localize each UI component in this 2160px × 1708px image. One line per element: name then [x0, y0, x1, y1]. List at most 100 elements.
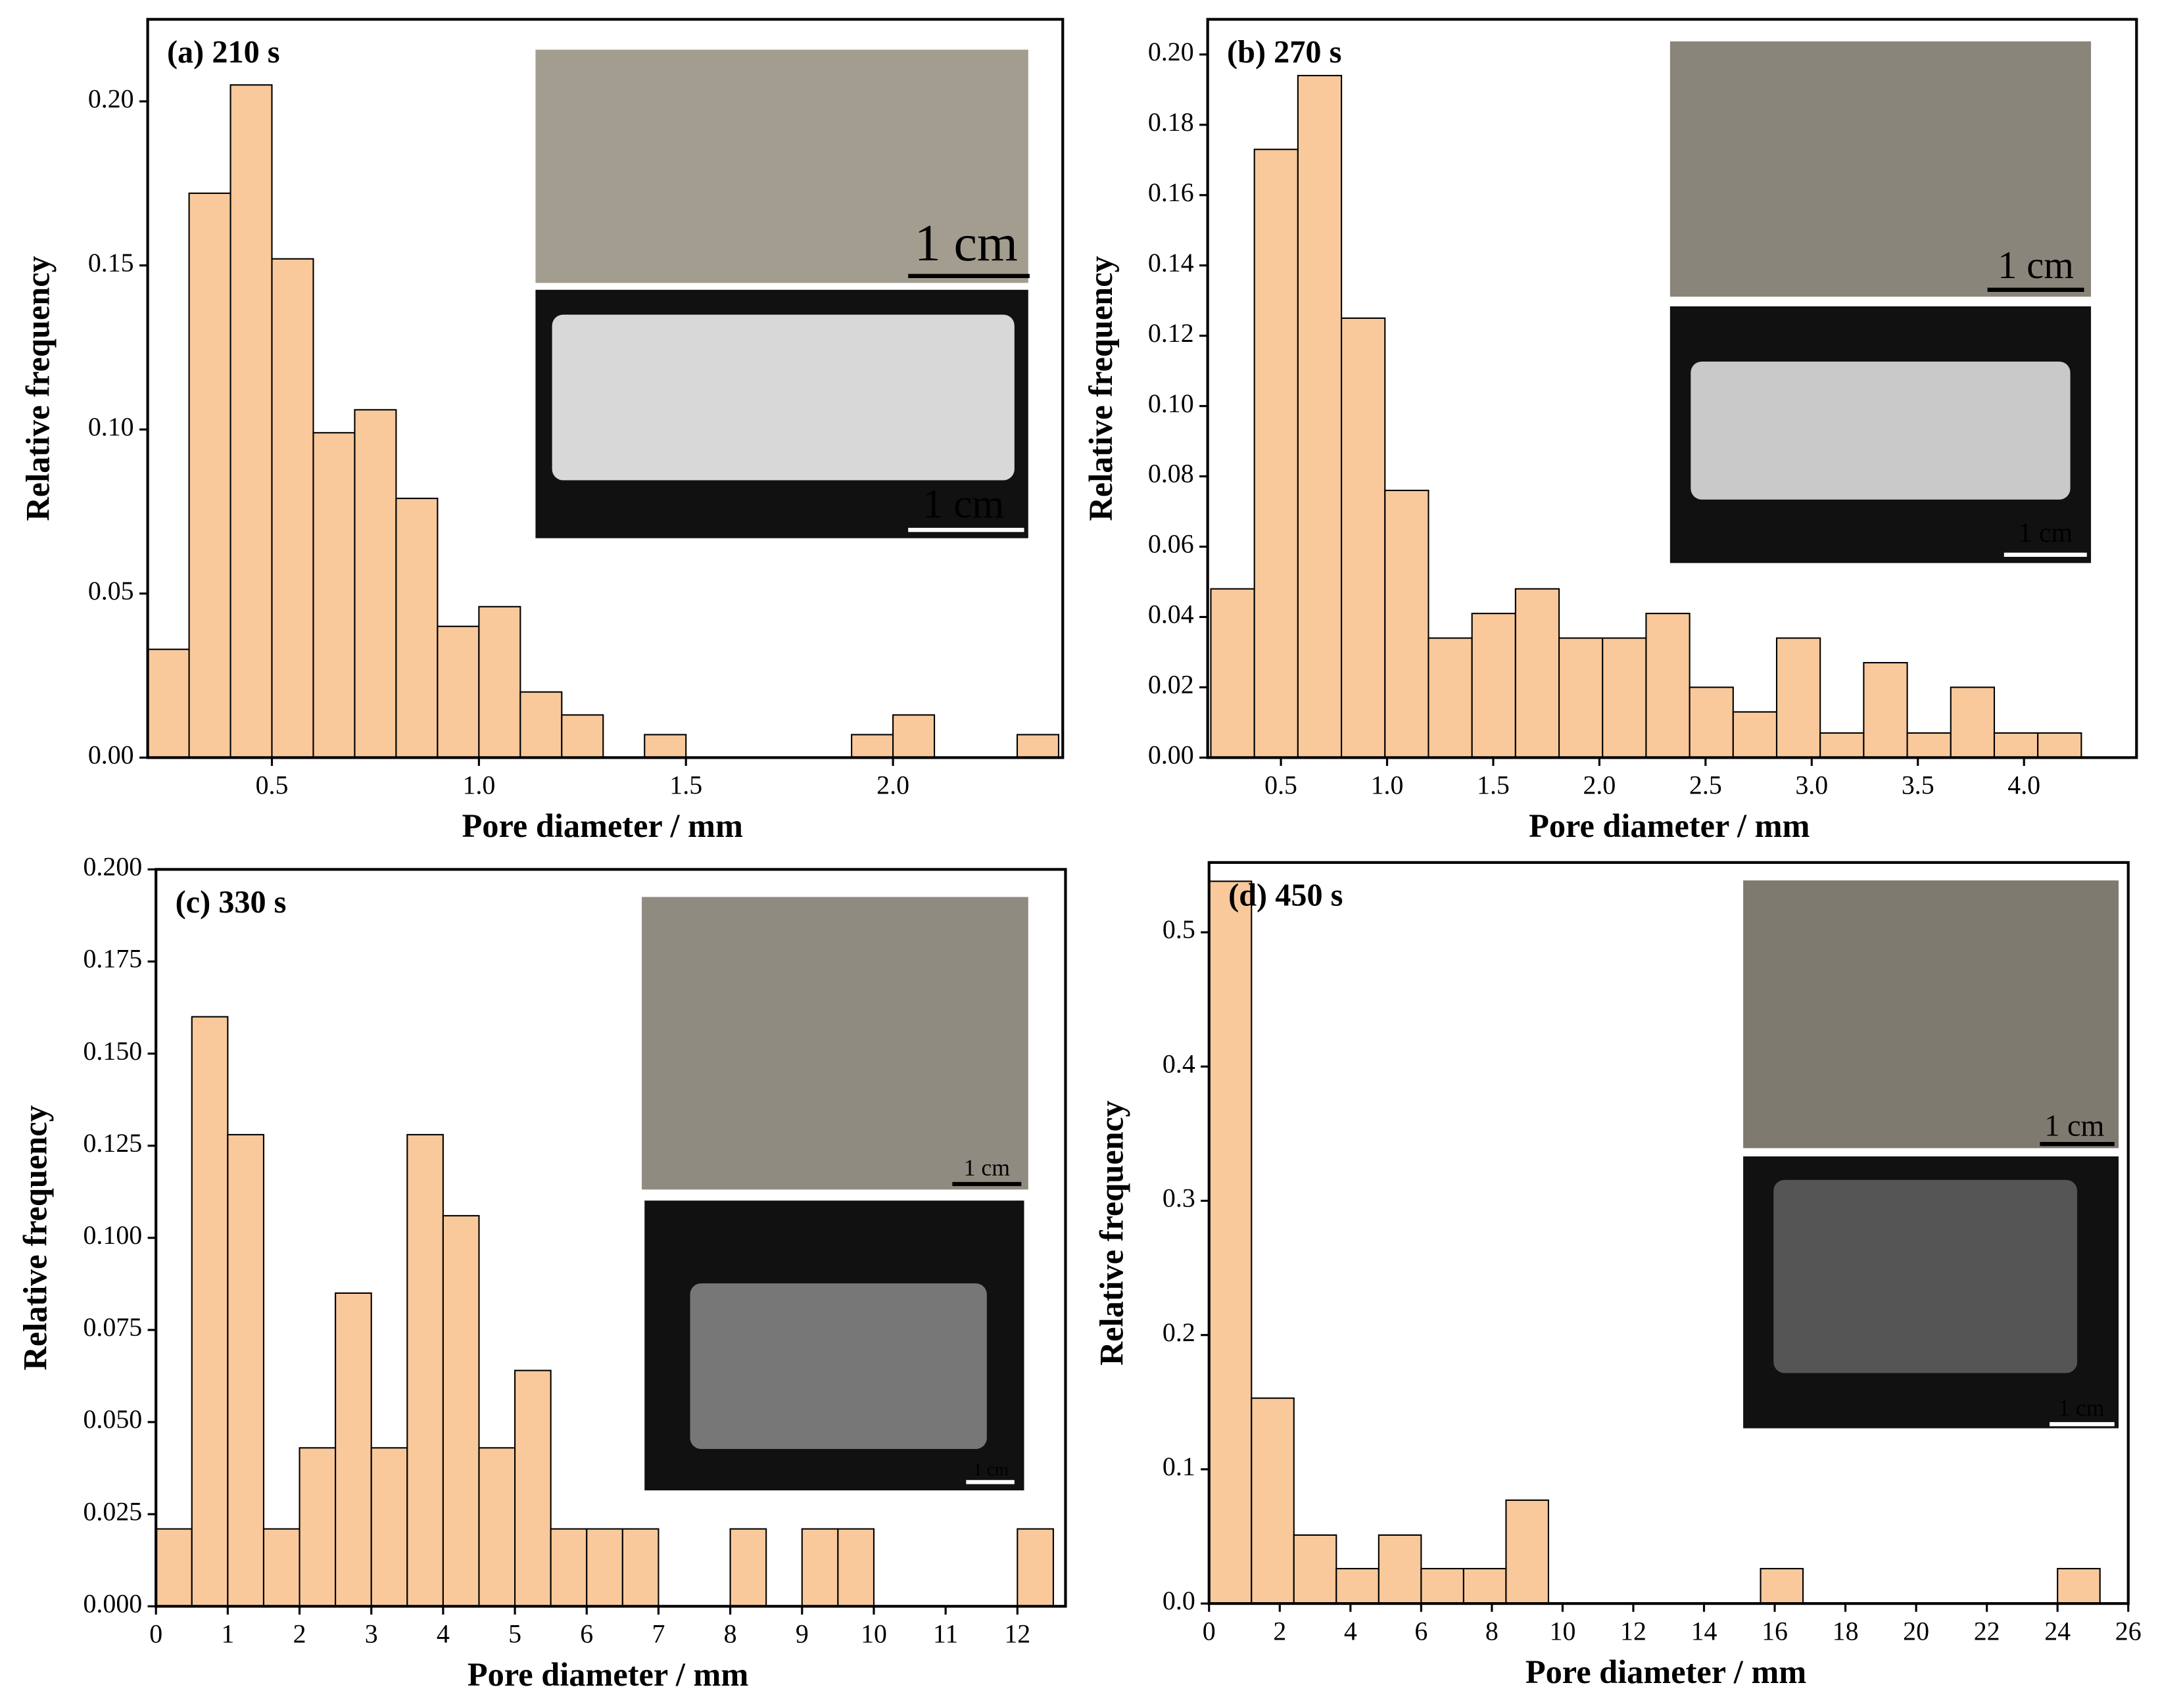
- bar: [1775, 637, 1821, 759]
- bar: [1505, 1499, 1549, 1605]
- x-tick-label: 0: [149, 1619, 162, 1649]
- bar: [1471, 613, 1516, 759]
- bar: [1950, 686, 1996, 759]
- bar: [801, 1528, 839, 1607]
- bar: [2037, 732, 2082, 759]
- bar: [478, 1447, 516, 1607]
- y-tick-label: 0.025: [83, 1496, 142, 1526]
- panel-title: (b) 270 s: [1227, 35, 1341, 70]
- x-tick-label: 18: [1833, 1616, 1859, 1646]
- bar: [1993, 732, 2039, 759]
- x-tick-label: 1.5: [669, 771, 702, 800]
- scale-bar-label: 1 cm: [973, 1459, 1009, 1479]
- y-axis-label: Relative frequency: [16, 1105, 53, 1370]
- bar: [1428, 637, 1473, 759]
- y-tick-label: 0.125: [83, 1128, 142, 1158]
- y-tick-label: 0.14: [1148, 248, 1194, 277]
- bar: [1462, 1567, 1507, 1605]
- scale-bar-label: 1 cm: [915, 214, 1018, 272]
- y-tick-label: 0.2: [1163, 1317, 1195, 1347]
- inset-photo: [642, 897, 1028, 1190]
- x-tick-label: 1.0: [1371, 771, 1404, 800]
- bar: [1251, 1397, 1295, 1605]
- x-tick-label: 12: [1620, 1616, 1646, 1646]
- bar: [561, 714, 604, 759]
- x-tick-label: 6: [580, 1619, 593, 1649]
- bar: [1341, 317, 1386, 759]
- bar: [892, 714, 936, 759]
- panel: 0 2 4 6 8 10 12 14 16 18 20 22 24 260.00.10.20.30.40.…: [1093, 861, 2142, 1690]
- x-tick-label: 0.5: [256, 771, 289, 800]
- bar: [370, 1447, 408, 1607]
- scale-bar-label: 1 cm: [2018, 518, 2073, 548]
- x-tick-label: 20: [1903, 1616, 1929, 1646]
- bar: [299, 1447, 337, 1607]
- plot-frame: [1207, 861, 2130, 1605]
- x-tick-label: 7: [652, 1619, 665, 1649]
- bar: [437, 625, 480, 759]
- bar: [644, 734, 687, 759]
- bar: [147, 648, 190, 759]
- y-tick-label: 0.08: [1148, 459, 1194, 488]
- x-tick-label: 24: [2044, 1616, 2071, 1646]
- bar: [1384, 489, 1429, 759]
- x-axis-label: Pore diameter / mm: [1529, 807, 1810, 844]
- y-tick-label: 0.12: [1148, 318, 1194, 348]
- y-tick-label: 0.150: [83, 1036, 142, 1066]
- y-tick-label: 0.10: [1148, 389, 1194, 418]
- bar: [621, 1528, 660, 1607]
- y-tick-label: 0.4: [1163, 1049, 1195, 1078]
- x-tick-label: 2.5: [1689, 771, 1722, 800]
- bar: [1208, 880, 1253, 1605]
- x-tick-label: 11: [933, 1619, 958, 1649]
- bar: [354, 409, 397, 759]
- y-tick-label: 0.1: [1163, 1452, 1195, 1481]
- bar: [271, 258, 314, 759]
- bar: [155, 1528, 193, 1607]
- bar: [1420, 1567, 1464, 1605]
- x-tick-label: 1.5: [1477, 771, 1510, 800]
- panel: 0.5 1.0 1.5 2.0 0.00 0.05 0.10 0.15 0.20 Pore dia…: [20, 18, 1065, 844]
- x-tick-label: 3.0: [1795, 771, 1828, 800]
- x-tick-label: 4.0: [2007, 771, 2040, 800]
- bar: [837, 1528, 875, 1607]
- y-tick-label: 0.075: [83, 1312, 142, 1342]
- y-tick-label: 0.050: [83, 1404, 142, 1434]
- x-tick-label: 8: [1485, 1616, 1499, 1646]
- bar: [188, 192, 231, 759]
- x-axis-label: Pore diameter / mm: [468, 1656, 748, 1693]
- inset-sample: [1773, 1179, 2078, 1373]
- bar: [478, 605, 521, 759]
- x-tick-label: 6: [1414, 1616, 1428, 1646]
- plot-frame: [1206, 18, 2138, 759]
- x-tick-label: 10: [861, 1619, 887, 1649]
- bar: [1017, 1528, 1054, 1607]
- y-tick-label: 0.00: [88, 740, 134, 770]
- bar: [406, 1133, 444, 1607]
- panel: 0 1 2 3 4 5 6 7 8 9 10 11 120.0000.0250.0500.0750.10…: [16, 852, 1067, 1693]
- y-tick-label: 0.175: [83, 944, 142, 974]
- x-tick-label: 0.5: [1264, 771, 1297, 800]
- x-tick-label: 12: [1004, 1619, 1030, 1649]
- bar: [1253, 149, 1299, 759]
- y-tick-label: 0.06: [1148, 529, 1194, 559]
- panel: 0.5 1.0 1.5 2.0 2.5 3.0 3.5 4.0 0.00 0.02 0.04 0.06…: [1082, 18, 2138, 844]
- x-axis-label: Pore diameter / mm: [1525, 1653, 1806, 1690]
- scale-bar-label: 1 cm: [2044, 1109, 2104, 1143]
- x-tick-label: 9: [796, 1619, 809, 1649]
- inset-photo: [1743, 880, 2119, 1149]
- inset-photo: [535, 49, 1028, 283]
- bar: [1378, 1534, 1422, 1605]
- x-tick-label: 22: [1974, 1616, 2000, 1646]
- x-tick-label: 8: [724, 1619, 737, 1649]
- bar: [1819, 732, 1865, 759]
- inset-sample: [552, 314, 1015, 481]
- y-tick-label: 0.16: [1148, 178, 1194, 207]
- y-axis-label: Relative frequency: [1082, 256, 1119, 521]
- scale-bar-label: 1 cm: [923, 481, 1004, 527]
- bar: [227, 1133, 265, 1607]
- bar: [1906, 732, 1952, 759]
- y-tick-label: 0.100: [83, 1220, 142, 1250]
- panel-title: (c) 330 s: [176, 885, 287, 920]
